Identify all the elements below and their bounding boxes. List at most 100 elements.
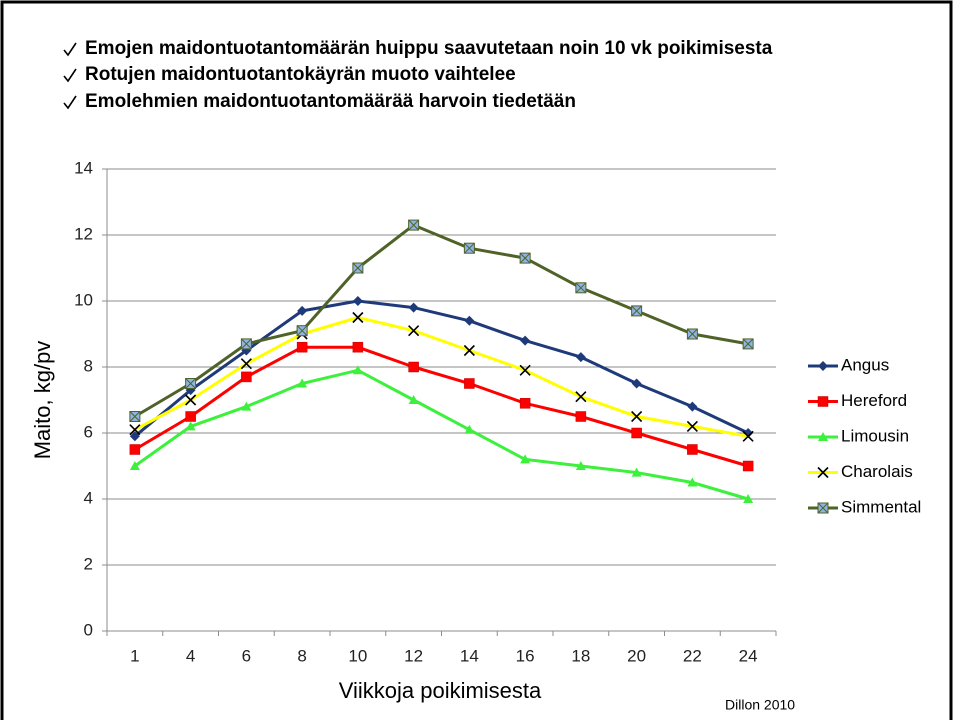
marker xyxy=(742,460,754,472)
marker xyxy=(686,328,698,340)
marker xyxy=(129,411,141,422)
marker-shape xyxy=(519,364,531,376)
marker-shape xyxy=(129,424,141,436)
bullet-text: Rotujen maidontuotantokäyrän muoto vaiht… xyxy=(85,64,516,85)
marker-shape xyxy=(129,461,140,470)
marker xyxy=(352,262,364,274)
x-tick-label: 6 xyxy=(242,646,251,665)
marker-shape xyxy=(185,394,197,406)
series-line xyxy=(134,368,749,501)
check-icon xyxy=(63,42,77,57)
marker-shape xyxy=(631,427,642,439)
marker xyxy=(631,305,643,317)
marker-shape xyxy=(352,296,363,306)
marker xyxy=(742,430,754,442)
marker-shape xyxy=(686,420,698,432)
marker-shape xyxy=(296,341,308,353)
marker xyxy=(575,391,587,403)
marker xyxy=(240,358,252,370)
marker-shape xyxy=(352,341,364,353)
marker-shape xyxy=(520,335,531,346)
marker xyxy=(631,378,642,389)
marker xyxy=(686,420,698,432)
marker xyxy=(631,467,642,477)
marker-shape xyxy=(464,378,475,389)
marker-shape xyxy=(241,371,252,383)
marker-shape xyxy=(408,361,419,373)
legend-label: Charolais xyxy=(841,462,913,481)
bullet-icons xyxy=(63,42,77,110)
bullet-text: Emojen maidontuotantomäärän huippu saavu… xyxy=(85,38,773,59)
marker-shape xyxy=(631,467,642,477)
y-tick-label: 4 xyxy=(84,488,93,507)
marker-shape xyxy=(297,378,308,388)
legend-label: Simmental xyxy=(841,497,921,516)
marker-shape xyxy=(818,361,828,371)
legend-label: Hereford xyxy=(841,391,907,410)
marker-shape xyxy=(575,352,586,363)
marker xyxy=(817,466,829,479)
marker-cross xyxy=(631,305,642,317)
marker xyxy=(352,341,364,353)
marker xyxy=(352,296,363,306)
marker xyxy=(817,396,829,407)
marker-shape xyxy=(408,325,420,337)
x-tick-label: 4 xyxy=(186,646,195,665)
marker-cross xyxy=(352,262,364,274)
y-tick-label: 2 xyxy=(84,554,93,573)
marker xyxy=(297,378,308,388)
marker xyxy=(408,302,419,313)
x-tick-label: 14 xyxy=(460,646,479,665)
marker xyxy=(296,325,308,337)
marker-shape xyxy=(352,365,363,375)
marker xyxy=(519,252,531,264)
x-tick-label: 22 xyxy=(683,646,702,665)
marker-shape xyxy=(129,431,140,442)
marker xyxy=(687,477,698,487)
marker xyxy=(297,305,308,316)
marker-shape xyxy=(631,378,642,389)
marker-shape xyxy=(687,477,698,487)
marker xyxy=(129,444,141,455)
marker xyxy=(241,371,252,383)
marker-cross xyxy=(408,219,419,231)
marker-shape xyxy=(463,344,475,357)
marker xyxy=(464,424,475,434)
marker xyxy=(408,325,420,337)
marker-shape xyxy=(185,411,196,422)
y-tick-label: 10 xyxy=(74,290,93,309)
y-axis-title: Maito, kg/pv xyxy=(30,341,55,460)
y-tick-label: 6 xyxy=(84,422,93,441)
marker-shape xyxy=(240,358,252,370)
marker-cross xyxy=(296,325,308,337)
marker xyxy=(463,242,475,254)
marker-shape xyxy=(817,466,829,479)
check-icon xyxy=(63,95,77,110)
x-tick-label: 18 xyxy=(571,646,590,665)
marker xyxy=(129,461,140,470)
marker xyxy=(687,444,698,455)
marker xyxy=(129,431,140,442)
legend-label: Limousin xyxy=(841,426,909,445)
series-line xyxy=(134,316,749,438)
marker xyxy=(463,344,475,357)
x-tick-label: 12 xyxy=(404,646,423,665)
marker-cross xyxy=(185,378,196,389)
marker-cross xyxy=(241,338,252,350)
marker xyxy=(519,398,531,409)
marker-shape xyxy=(742,430,754,442)
marker xyxy=(464,378,475,389)
x-tick-label: 10 xyxy=(348,646,367,665)
check-icon xyxy=(63,68,77,83)
marker xyxy=(520,335,531,346)
marker-shape xyxy=(742,460,754,472)
marker xyxy=(185,378,197,389)
marker-cross xyxy=(817,502,829,514)
marker-shape xyxy=(575,461,586,470)
marker-shape xyxy=(687,401,698,412)
marker xyxy=(631,410,643,423)
marker-shape xyxy=(408,302,419,313)
marker xyxy=(129,424,141,436)
marker xyxy=(575,411,587,422)
